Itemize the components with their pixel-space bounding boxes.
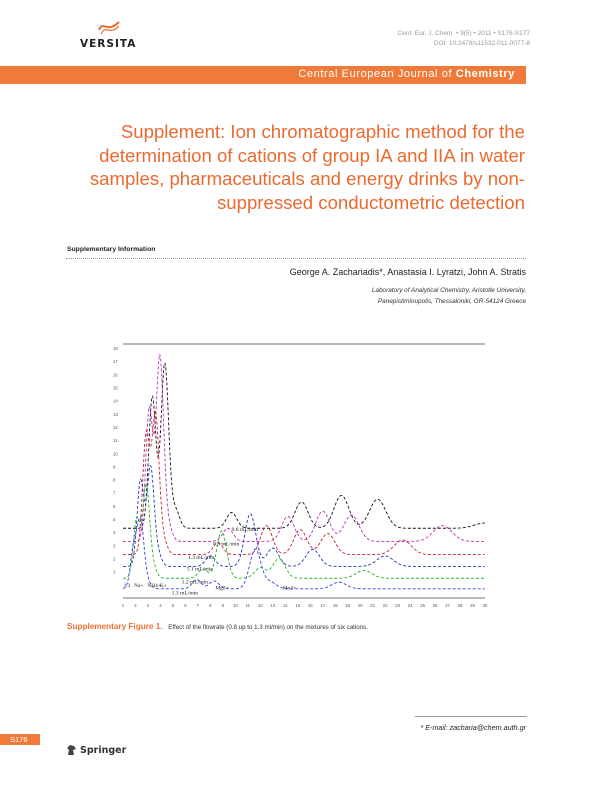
peak-annotation: NH4+	[147, 583, 161, 589]
springer-horse-icon	[67, 745, 76, 755]
paper-title: Supplement: Ion chromatographic method f…	[89, 121, 525, 213]
page-number: S176	[10, 735, 28, 744]
y-tick-label: 18	[113, 346, 118, 351]
series-label: 1.1 mL/min	[187, 566, 214, 572]
x-tick-label: 15	[295, 603, 300, 608]
x-tick-label: 11	[246, 603, 251, 608]
peak-annotation: 1.3	[124, 583, 131, 589]
chromatogram-trace	[123, 410, 485, 556]
x-tick-label: 24	[408, 603, 413, 608]
versita-mark-icon	[98, 21, 120, 35]
corresponding-email: * E-mail: zacharia@chem.auth.gr	[420, 723, 526, 732]
y-tick-label: 2	[113, 557, 116, 562]
x-tick-label: 21	[370, 603, 375, 608]
x-tick-label: 29	[470, 603, 475, 608]
citation-block: Cent. Eur. J. Chem. • 9(5) • 2011 • S176…	[398, 29, 530, 49]
affiliation-line-2: Panepistimioupolis, Thessaloniki, GR-541…	[377, 298, 526, 305]
doi: DOI: 10.2478/s11532-011-0077-8	[433, 40, 530, 47]
versita-wordmark: VERSITA	[80, 38, 137, 50]
y-tick-label: 8	[113, 478, 116, 483]
caption-text: Effect of the flowrate (0.8 up to 1.3 ml…	[168, 624, 368, 631]
page-number-bar: S176	[0, 734, 40, 745]
springer-logo: Springer	[66, 744, 126, 756]
affiliation-line-1: Laboratory of Analytical Chemistry, Aris…	[371, 287, 526, 294]
x-tick-label: 2	[134, 603, 137, 608]
y-tick-label: 9	[113, 464, 116, 469]
x-tick-label: 9	[222, 603, 225, 608]
series-label: 0.8 mL/min	[232, 527, 259, 533]
caption-label: Supplementary Figure 1.	[67, 622, 163, 631]
x-tick-label: 28	[458, 603, 463, 608]
chromatogram-trace	[123, 353, 485, 542]
chromatogram-trace	[123, 465, 485, 567]
x-tick-label: 1	[122, 603, 125, 608]
series-label: 1.2 mL/min	[182, 580, 209, 586]
y-tick-label: 10	[113, 451, 118, 456]
chromatogram-trace	[122, 483, 485, 579]
x-tick-label: 26	[433, 603, 438, 608]
section-label: Supplementary Information	[67, 246, 156, 253]
x-tick-label: 6	[184, 603, 187, 608]
x-tick-label: 3	[147, 603, 150, 608]
y-tick-label: 15	[113, 385, 118, 390]
x-tick-label: 18	[333, 603, 338, 608]
y-tick-label: 14	[113, 399, 118, 404]
dotted-divider	[66, 258, 526, 259]
x-tick-label: 22	[383, 603, 388, 608]
x-tick-label: 10	[233, 603, 238, 608]
series-label: 0.9 mL/min	[213, 541, 240, 547]
affiliation: Laboratory of Analytical Chemistry, Aris…	[372, 285, 526, 307]
chromatogram-trace	[122, 516, 485, 590]
y-tick-label: 5	[113, 517, 116, 522]
figure-caption: Supplementary Figure 1. Effect of the fl…	[67, 622, 368, 631]
x-tick-label: 16	[308, 603, 313, 608]
footnote-divider	[415, 716, 527, 717]
authors: George A. Zachariadis*, Anastasia I. Lyr…	[289, 267, 526, 277]
citation: Cent. Eur. J. Chem. • 9(5) • 2011 • S176…	[397, 30, 530, 37]
x-tick-label: 20	[358, 603, 363, 608]
x-tick-label: 30	[483, 603, 488, 608]
x-tick-label: 23	[395, 603, 400, 608]
journal-name-bold: Chemistry	[455, 68, 515, 80]
x-tick-label: 8	[209, 603, 212, 608]
peak-annotation: Na+	[134, 583, 143, 589]
peak-annotation: Mn2+	[283, 585, 296, 591]
journal-name: Central European Journal of Chemistry	[298, 68, 515, 80]
peak-annotation: K+	[160, 583, 167, 589]
y-tick-label: 13	[113, 412, 118, 417]
y-tick-label: 12	[113, 425, 118, 430]
springer-wordmark: Springer	[80, 744, 127, 756]
x-tick-label: 27	[445, 603, 450, 608]
y-tick-label: 1	[113, 570, 116, 575]
x-tick-label: 19	[345, 603, 350, 608]
x-tick-label: 12	[258, 603, 263, 608]
journal-name-prefix: Central European Journal of	[298, 68, 456, 80]
y-tick-label: 6	[113, 504, 116, 509]
series-label: 1.3 mL/min	[172, 591, 199, 597]
x-tick-label: 5	[172, 603, 175, 608]
y-tick-label: 17	[113, 359, 118, 364]
x-tick-label: 14	[283, 603, 288, 608]
y-tick-label: 4	[113, 530, 116, 535]
y-tick-label: 11	[113, 438, 118, 443]
y-tick-label: 16	[113, 372, 118, 377]
x-tick-label: 25	[420, 603, 425, 608]
x-tick-label: 13	[270, 603, 275, 608]
y-tick-label: 3	[113, 543, 116, 548]
journal-bar: Central European Journal of Chemistry	[0, 66, 526, 84]
y-tick-label: 7	[113, 491, 116, 496]
x-tick-label: 17	[320, 603, 325, 608]
series-label: 1.3 mL/min	[188, 555, 215, 561]
x-tick-label: 4	[159, 603, 162, 608]
x-tick-label: 7	[197, 603, 200, 608]
chromatogram-figure: 18 17 16 15 14 13 12 11 10 9 8 7 6 5 4 3 2 1 1 2 3 4 5 6 7 8 9 10 11…	[111, 342, 491, 615]
peak-annotation: Mg2+	[215, 585, 228, 591]
chromatogram-trace	[123, 362, 485, 529]
